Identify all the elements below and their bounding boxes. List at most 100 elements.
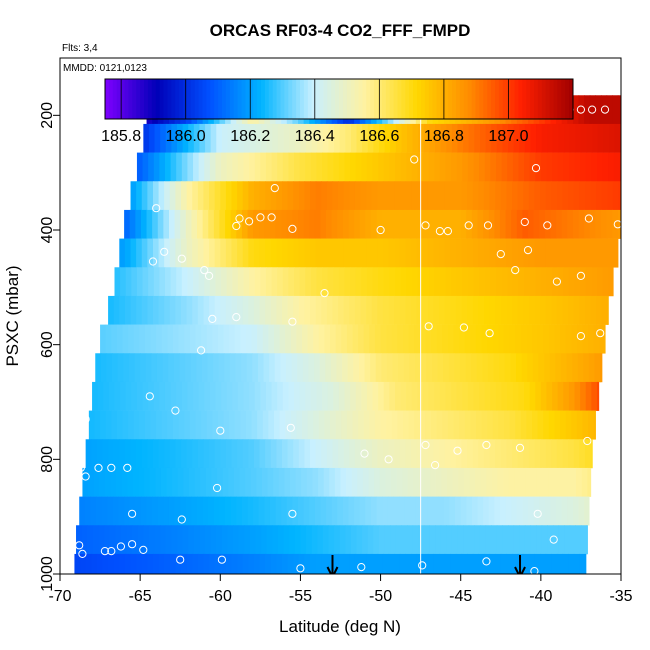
heat-cell — [442, 324, 449, 354]
heat-cell — [500, 181, 507, 211]
heat-cell — [349, 553, 356, 574]
heat-cell — [160, 123, 167, 153]
heat-cell — [349, 439, 356, 469]
heat-cell — [251, 410, 258, 440]
heat-cell — [506, 295, 513, 325]
plot-frame — [59, 57, 622, 575]
heat-cell — [571, 410, 578, 440]
heat-cell — [212, 324, 219, 354]
heat-row — [143, 123, 621, 153]
heat-cell — [512, 181, 519, 211]
heat-cell — [150, 410, 157, 440]
heat-cell — [364, 353, 371, 383]
heat-cell — [427, 496, 434, 526]
heat-cell — [336, 353, 343, 383]
heat-cell — [140, 496, 148, 526]
heat-cell — [439, 381, 447, 411]
heat-cell — [333, 267, 340, 297]
heat-cell — [543, 324, 550, 354]
heat-cell — [238, 123, 245, 153]
heat-cell — [411, 267, 419, 297]
heat-cell — [474, 123, 481, 153]
heat-cell — [434, 267, 441, 297]
heat-cell — [311, 123, 318, 153]
heat-cell — [389, 381, 396, 411]
heat-cell — [288, 267, 295, 297]
observation-point — [576, 105, 586, 114]
heat-cell — [227, 525, 234, 555]
observation-point — [533, 509, 542, 518]
heat-cell — [213, 496, 221, 526]
heat-cell — [467, 152, 475, 182]
heat-cell — [593, 410, 596, 440]
heat-cell — [588, 324, 595, 354]
heat-cell — [304, 238, 311, 268]
heat-cell — [134, 353, 141, 383]
heat-cell — [264, 496, 271, 526]
colorbar-cell — [448, 79, 453, 119]
heat-cell — [273, 467, 280, 497]
colorbar-cell — [393, 79, 398, 119]
heat-cell — [258, 496, 265, 526]
heat-cell — [170, 267, 177, 297]
observation-point — [482, 557, 491, 566]
heat-cell — [220, 439, 227, 469]
heat-cell — [239, 467, 246, 497]
heat-cell — [249, 267, 256, 297]
observation-point — [410, 155, 419, 164]
heat-cell — [176, 381, 183, 411]
heat-cell — [380, 324, 387, 354]
heat-cell — [215, 381, 222, 411]
colorbar-cell — [530, 79, 535, 119]
heat-cell — [166, 467, 173, 497]
heat-cell — [418, 525, 425, 555]
colorbar-cell — [350, 79, 356, 119]
heat-cell — [463, 123, 470, 153]
heat-cell — [116, 467, 123, 497]
heat-cell — [457, 123, 464, 153]
heat-cell — [304, 553, 311, 574]
heat-cell — [310, 238, 317, 268]
heat-cell — [304, 295, 311, 325]
colorbar-cell — [296, 79, 301, 119]
heat-cell — [353, 353, 360, 383]
heat-cell — [383, 267, 390, 297]
heat-cell — [540, 238, 547, 268]
heat-cell — [267, 467, 274, 497]
observation-point — [596, 329, 605, 338]
heat-cell — [514, 467, 521, 497]
x-axis: -70 -65 -60 -55 -50 -45 -40 -35 — [48, 574, 633, 605]
heat-cell — [221, 152, 228, 182]
heat-cell — [411, 181, 418, 211]
heat-cell — [312, 467, 319, 497]
heat-cell — [560, 353, 568, 383]
colorbar-cell — [171, 79, 176, 119]
heat-cell — [463, 467, 471, 497]
heat-cell — [591, 381, 598, 411]
heat-cell — [343, 439, 350, 469]
heat-cell — [419, 410, 427, 440]
heat-cell — [355, 381, 362, 411]
observation-point — [435, 227, 444, 236]
heat-cell — [419, 467, 426, 497]
heat-cell — [244, 123, 251, 153]
colorbar-cell — [159, 79, 164, 119]
heat-cell — [136, 181, 143, 211]
heat-cell — [535, 267, 542, 297]
heat-cell — [333, 152, 340, 182]
heat-cell — [172, 467, 179, 497]
heat-cell — [503, 410, 511, 440]
arrow-markers — [326, 555, 526, 574]
heat-cell — [287, 439, 294, 469]
heat-cell — [240, 324, 247, 354]
heat-cell — [268, 410, 275, 440]
observation-point — [515, 443, 525, 452]
heat-cell — [303, 209, 310, 239]
observation-point — [123, 463, 132, 472]
heat-cell — [337, 496, 344, 526]
heat-cell — [298, 496, 305, 526]
observation-point — [286, 423, 295, 432]
heat-cell — [577, 353, 584, 383]
heat-cell — [474, 525, 481, 555]
heat-cell — [592, 123, 599, 153]
